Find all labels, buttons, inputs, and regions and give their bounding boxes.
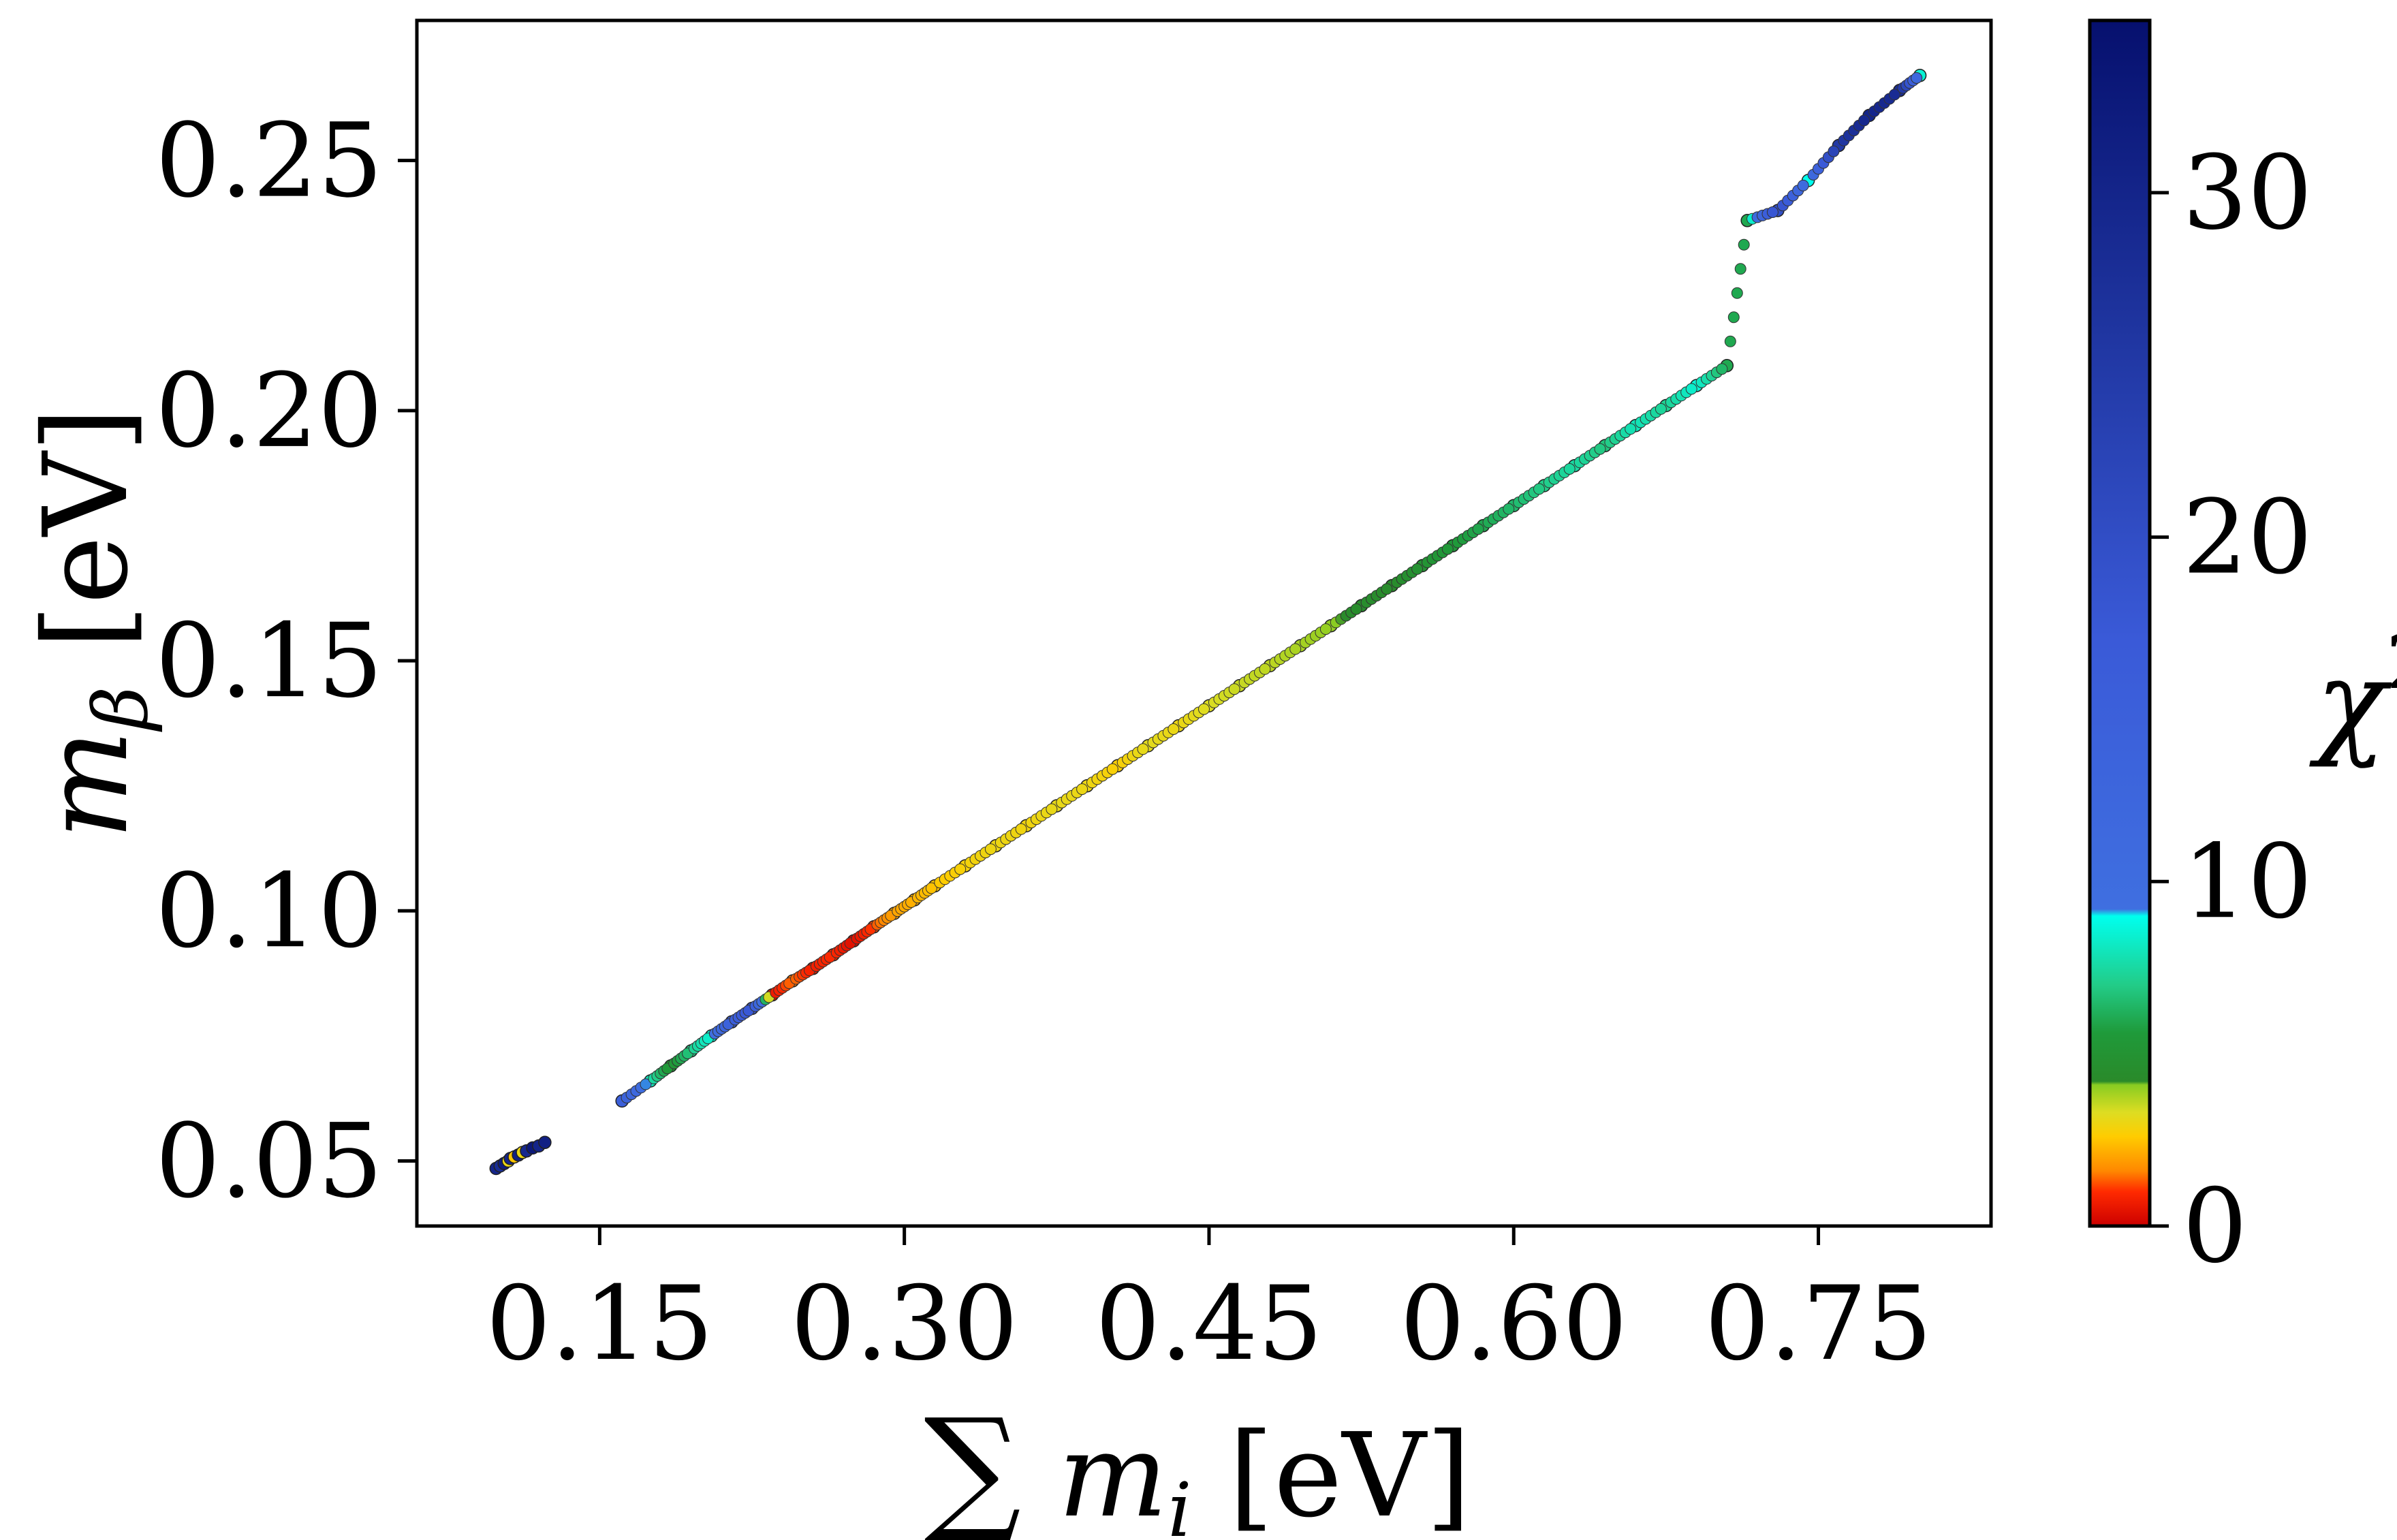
scatter-point [1289,643,1302,655]
scatter-point [1731,287,1743,299]
plot-area [415,18,1993,1228]
scatter-point [925,882,937,894]
y-axis-label-var: m [19,729,154,839]
y-tick-label: 0.10 [155,852,383,971]
x-axis-label-var: m [1058,1409,1168,1540]
colorbar-tick-label: 0 [2182,1167,2247,1286]
y-axis-label-sub: β [77,687,164,733]
x-axis-ticks: 0.15 0.30 0.45 0.60 0.75 [486,1226,1932,1383]
scatter-point [1727,311,1740,324]
x-tick-label: 0.45 [1095,1265,1323,1383]
colorbar-label-sup: 2 [2386,618,2397,706]
colorbar-tick-label: 20 [2182,479,2313,597]
scatter-point [1724,335,1736,347]
scatter-point [1888,89,1900,101]
y-tick-label: 0.20 [155,352,383,471]
scatter-point [1381,583,1393,595]
scatter-point [1594,443,1606,455]
x-tick-label: 0.60 [1400,1265,1627,1383]
scatter-point [1655,403,1667,415]
scatter-point [1563,463,1576,475]
x-tick-label: 0.30 [791,1265,1018,1383]
scatter-point [1137,743,1149,755]
scatter-point [1228,683,1240,695]
scatter-point [1716,363,1728,375]
scatter-point [1076,783,1088,796]
x-tick-label: 0.75 [1705,1265,1932,1383]
y-axis-label-unit: [eV] [19,407,154,650]
scatter-point [1015,823,1027,835]
scatter-point [1685,383,1697,395]
colorbar [2088,18,2152,1228]
scatter-point [1911,72,1923,84]
scatter-point [1858,114,1870,127]
scatter-point [640,1078,652,1090]
y-tick-label: 0.15 [155,602,383,721]
x-axis-label: ∑ mi [eV] [924,1389,1471,1540]
y-axis-ticks: 0.05 0.10 0.15 0.20 0.25 [155,102,417,1221]
scatter-point [1797,179,1809,191]
scatter-point [1738,238,1750,251]
scatter-series [489,69,1927,1176]
x-tick-label: 0.15 [486,1265,713,1383]
y-tick-label: 0.25 [155,102,383,221]
colorbar-tick-label: 30 [2182,134,2313,253]
scatter-point [1734,263,1746,275]
scatter-point [1533,483,1545,495]
scatter-point [1472,523,1484,535]
colorbar-label-var: χ [2309,635,2392,770]
colorbar-ticks: 0 10 20 30 [2150,134,2313,1286]
scatter-point [1503,503,1515,515]
x-axis-label-sub: i [1168,1466,1191,1540]
scatter-point [1766,206,1779,218]
scatter-point [1198,703,1210,715]
scatter-point [1259,663,1271,675]
x-axis-label-sum: ∑ [924,1389,1021,1540]
scatter-point [1168,723,1180,735]
scatter-point [1625,423,1637,435]
y-axis-label: mβ [eV] [19,407,164,840]
colorbar-label: χ2 [2309,618,2397,770]
scatter-point [538,1135,552,1150]
scatter-point [984,843,997,855]
scatter-point [1441,543,1454,555]
scatter-point [1828,145,1840,157]
scatter-point [1411,563,1424,575]
scatter-point [1106,763,1118,775]
scatter-point [1319,623,1332,635]
x-axis-label-unit: [eV] [1229,1409,1471,1540]
scatter-point [1046,803,1058,815]
colorbar-tick-label: 10 [2182,823,2313,941]
y-tick-label: 0.05 [155,1103,383,1221]
scatter-point [1350,603,1362,615]
scatter-point [954,863,967,875]
